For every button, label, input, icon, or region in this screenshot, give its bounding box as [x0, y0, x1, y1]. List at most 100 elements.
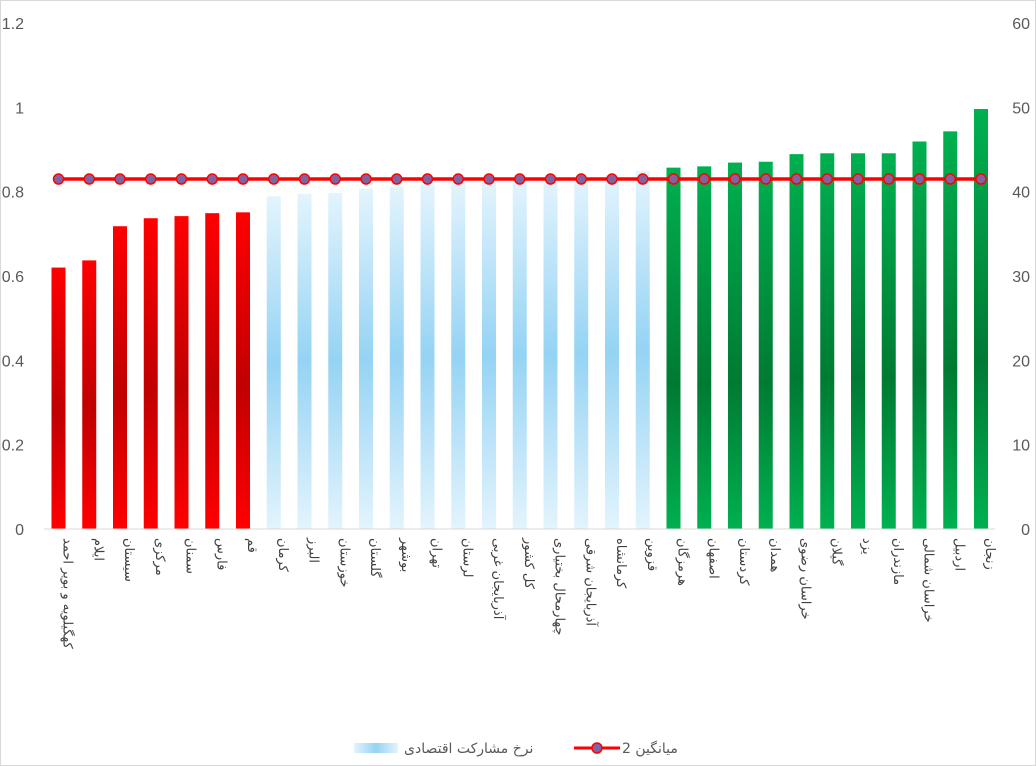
x-tick-label: بوشهر — [398, 537, 413, 572]
bar — [666, 167, 681, 530]
x-tick-label: خراسان شمالی — [921, 538, 936, 623]
legend-marker-swatch — [591, 742, 603, 754]
bar — [113, 226, 127, 529]
average-marker — [883, 173, 895, 185]
y-left-tick-label: 0.6 — [2, 269, 24, 286]
x-tick-label: چهارمحال بختیاری — [552, 538, 567, 635]
x-tick-label: لرستان — [459, 538, 474, 577]
x-tick-label: آذربایجان غربی — [490, 538, 507, 621]
bar — [82, 260, 97, 529]
average-marker — [268, 173, 280, 185]
y-right-tick-label: 0 — [1021, 522, 1030, 539]
average-marker — [391, 173, 403, 185]
bar — [820, 153, 835, 530]
legend-label-average: میانگین 2 — [622, 740, 678, 757]
bar — [143, 218, 158, 529]
x-tick-label: کل کشور — [521, 537, 536, 590]
bar — [512, 179, 527, 529]
y-left-tick-label: 1.2 — [2, 16, 24, 33]
y-axis-left: 0 0.2 0.4 0.6 0.8 1 1.2 — [2, 16, 24, 539]
x-tick-label: اصفهان — [705, 538, 720, 579]
bar-series — [51, 109, 988, 530]
x-tick-label: هرمزگان — [675, 538, 691, 586]
x-tick-label: فارس — [213, 538, 228, 570]
average-marker — [421, 173, 434, 185]
average-marker — [237, 173, 249, 185]
x-tick-label: گلستان — [367, 538, 383, 578]
x-tick-label: همدان — [767, 538, 782, 572]
x-tick-label: قزوین — [644, 538, 659, 571]
bar — [974, 109, 988, 530]
average-marker — [206, 173, 218, 185]
average-marker — [544, 173, 557, 185]
average-marker — [852, 173, 864, 185]
average-marker — [360, 173, 372, 185]
bar — [205, 213, 220, 529]
average-marker — [483, 173, 495, 185]
bar — [174, 216, 189, 529]
x-tick-label: قم — [244, 538, 259, 553]
y-right-tick-label: 50 — [1012, 100, 1030, 117]
y-axis-right: 0 10 20 30 40 50 60 — [1012, 16, 1030, 539]
x-tick-label: کهگیلویه و بویر احمد — [60, 538, 76, 649]
average-marker — [821, 173, 833, 185]
average-marker — [790, 173, 803, 185]
bar — [451, 182, 466, 529]
x-tick-label: مرکزی — [152, 538, 167, 576]
average-marker — [637, 173, 649, 185]
x-tick-label: یزد — [859, 538, 874, 555]
average-marker — [975, 173, 987, 185]
x-tick-label: البرز — [306, 537, 321, 563]
average-line-series — [52, 173, 987, 185]
average-marker — [452, 173, 464, 185]
bar — [420, 184, 435, 529]
bar — [297, 193, 312, 529]
y-left-tick-label: 0.2 — [2, 438, 24, 455]
average-marker — [329, 173, 341, 185]
bar — [697, 166, 712, 529]
average-marker — [698, 173, 710, 185]
x-tick-label: سیستان — [121, 538, 136, 582]
average-marker — [729, 173, 741, 185]
y-right-tick-label: 10 — [1012, 438, 1030, 455]
y-right-tick-label: 40 — [1012, 185, 1030, 202]
x-tick-label: مازندران — [890, 538, 905, 585]
x-tick-label: ایلام — [90, 538, 105, 561]
bar — [574, 177, 589, 529]
average-marker — [52, 173, 65, 185]
average-marker — [514, 173, 526, 185]
x-axis-labels: کهگیلویه و بویر احمد ایلام سیستان مرکزی سمنا… — [60, 537, 998, 649]
legend-bar-swatch — [354, 743, 398, 753]
bar — [359, 188, 373, 529]
x-tick-label: خراسان رضوی — [798, 538, 813, 620]
y-left-tick-label: 0.8 — [2, 185, 24, 202]
bar — [789, 154, 804, 529]
bar — [912, 141, 927, 529]
bar — [851, 153, 865, 530]
legend-label-participation: نرخ مشارکت اقتصادی — [404, 741, 533, 757]
y-left-tick-label: 1 — [15, 100, 24, 117]
x-tick-label: گیلان — [828, 538, 844, 566]
y-right-tick-label: 60 — [1012, 16, 1030, 33]
average-marker — [145, 173, 157, 185]
average-marker — [575, 173, 587, 185]
average-marker — [944, 173, 956, 185]
y-left-tick-label: 0 — [15, 522, 24, 539]
bar — [943, 131, 958, 529]
x-tick-label: زنجان — [982, 538, 997, 570]
bar — [266, 196, 281, 529]
x-tick-label: اردبیل — [951, 538, 966, 571]
average-marker — [114, 173, 126, 185]
bar — [543, 178, 558, 529]
x-tick-label: کرمانشاه — [613, 538, 628, 589]
x-tick-label: خوزستان — [336, 538, 351, 587]
average-marker — [667, 173, 680, 185]
average-marker — [175, 173, 188, 185]
average-marker — [298, 173, 311, 185]
bar — [881, 153, 896, 530]
bar — [635, 171, 650, 529]
bar — [758, 161, 773, 529]
x-tick-label: کرمان — [275, 538, 290, 573]
bar — [236, 212, 250, 529]
